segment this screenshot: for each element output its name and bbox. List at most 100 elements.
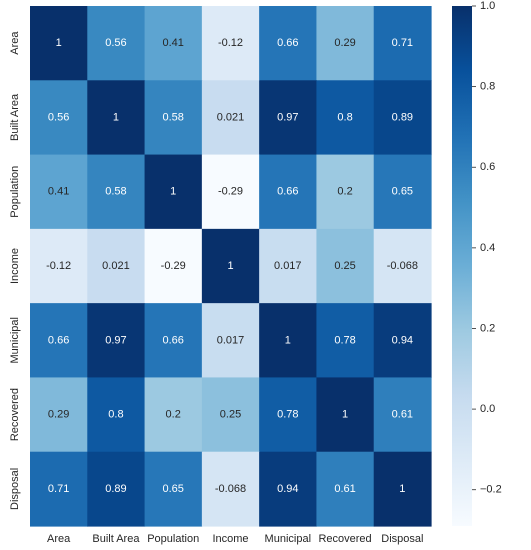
x-axis-ticks: Area Built Area Population Income Municipal R… <box>47 533 423 545</box>
heatmap-cell <box>144 451 203 527</box>
heatmap-cell-label: 0.021 <box>217 111 245 123</box>
heatmap-cell-label: -0.12 <box>218 37 243 49</box>
heatmap-cell-label: 0.29 <box>48 409 69 421</box>
heatmap-cell <box>144 377 203 453</box>
heatmap-cell <box>373 6 432 81</box>
heatmap-cell-label: 1 <box>399 483 405 495</box>
heatmap-cell-label: 0.97 <box>105 334 126 346</box>
heatmap-cell <box>259 80 318 156</box>
heatmap-cell-label: 0.58 <box>105 186 126 198</box>
heatmap-cell <box>87 6 146 81</box>
heatmap-cell <box>87 154 146 230</box>
y-tick-label: Disposal <box>9 468 21 510</box>
heatmap-cell <box>259 451 318 527</box>
x-tick-label: Disposal <box>381 533 423 545</box>
heatmap-cell-labels: 1 0.56 0.41 -0.12 0.66 0.29 0.71 0.56 1 0.58 0.021… <box>46 37 418 495</box>
y-tick-label: Population <box>9 166 21 218</box>
heatmap-cell <box>30 80 88 156</box>
heatmap-cell-label: 0.66 <box>48 334 69 346</box>
heatmap-cell <box>144 228 203 304</box>
heatmap-cell <box>144 303 203 379</box>
heatmap-cell <box>144 80 203 156</box>
heatmap-cell-label: 0.94 <box>277 483 298 495</box>
y-tick-label: Income <box>9 248 21 284</box>
y-axis-ticks: Area Built Area Population Income Municipal R… <box>9 31 21 510</box>
heatmap-cell-label: 0.65 <box>392 186 413 198</box>
heatmap-cell <box>316 377 375 453</box>
heatmap-cell <box>373 80 432 156</box>
heatmap-cell <box>259 6 318 81</box>
x-tick-label: Income <box>212 533 248 545</box>
heatmap-cell <box>201 451 260 527</box>
heatmap-cell <box>30 228 88 304</box>
heatmap-cell-label: 1 <box>56 37 62 49</box>
heatmap-cell <box>373 451 432 527</box>
heatmap-cell <box>87 228 146 304</box>
heatmap-cell <box>201 228 260 304</box>
x-tick-label: Built Area <box>92 533 140 545</box>
colorbar-tick-label: −0.2 <box>480 484 502 496</box>
colorbar-ticks: −0.2 0.0 0.2 0.4 0.6 0.8 1.0 <box>472 0 502 496</box>
heatmap-cell <box>201 6 260 81</box>
x-tick-label: Municipal <box>265 533 311 545</box>
heatmap-cell-label: 1 <box>285 334 291 346</box>
heatmap-cell-label: 1 <box>170 186 176 198</box>
x-tick-label: Recovered <box>318 533 371 545</box>
heatmap-cell <box>87 80 146 156</box>
heatmap-cell-label: 0.25 <box>220 409 241 421</box>
heatmap-cell-label: 0.41 <box>48 186 69 198</box>
heatmap-cell-label: 0.8 <box>337 111 352 123</box>
heatmap-cell <box>201 303 260 379</box>
heatmap-cell-label: 0.29 <box>334 37 355 49</box>
colorbar-tick-label: 0.0 <box>480 403 495 415</box>
heatmap-cell <box>373 303 432 379</box>
heatmap-cell-label: 0.97 <box>277 111 298 123</box>
heatmap-cell-label: 0.78 <box>334 334 355 346</box>
heatmap-cell <box>201 377 260 453</box>
heatmap-cell-label: 0.66 <box>277 37 298 49</box>
colorbar-tick-label: 0.8 <box>480 81 495 93</box>
heatmap-cell <box>87 303 146 379</box>
heatmap-cell <box>373 228 432 304</box>
heatmap-cell-label: -0.068 <box>387 260 418 272</box>
heatmap-cell <box>316 228 375 304</box>
heatmap-cell-label: 0.66 <box>162 334 183 346</box>
heatmap-cell-label: 0.65 <box>162 483 183 495</box>
heatmap-cell <box>259 154 318 230</box>
heatmap-cell <box>316 154 375 230</box>
heatmap-cell-label: 0.2 <box>337 186 352 198</box>
heatmap-cell <box>373 154 432 230</box>
heatmap-cell-label: 0.78 <box>277 409 298 421</box>
heatmap-cell-label: 0.58 <box>162 111 183 123</box>
heatmap-cell-label: 1 <box>227 260 233 272</box>
heatmap-cell <box>30 377 88 453</box>
heatmap-cell <box>30 154 88 230</box>
heatmap-cell-label: 0.56 <box>105 37 126 49</box>
heatmap-cell-label: 0.66 <box>277 186 298 198</box>
heatmap-cell <box>87 451 146 527</box>
heatmap-cell <box>201 80 260 156</box>
heatmap-cells <box>30 6 432 527</box>
heatmap-cell-label: 0.89 <box>392 111 413 123</box>
heatmap-cell <box>373 377 432 453</box>
heatmap-cell-label: 1 <box>113 111 119 123</box>
heatmap-cell <box>316 6 375 81</box>
heatmap-cell-label: 0.89 <box>105 483 126 495</box>
heatmap-cell-label: 0.2 <box>166 409 181 421</box>
colorbar-tick-label: 0.2 <box>480 322 495 334</box>
heatmap-cell <box>316 303 375 379</box>
heatmap-cell-label: 0.71 <box>392 37 413 49</box>
colorbar-tick-label: 1.0 <box>480 0 495 12</box>
heatmap-cell <box>259 228 318 304</box>
heatmap-cell-label: -0.12 <box>46 260 71 272</box>
heatmap-cell-label: 0.94 <box>392 334 413 346</box>
y-tick-label: Area <box>9 31 21 55</box>
heatmap-cell-label: 0.56 <box>48 111 69 123</box>
colorbar-tick-label: 0.4 <box>480 242 495 254</box>
heatmap-cell <box>316 80 375 156</box>
heatmap-cell <box>259 377 318 453</box>
heatmap-cell-label: 0.021 <box>102 260 130 272</box>
heatmap-cell-label: 0.8 <box>108 409 123 421</box>
heatmap-cell <box>201 154 260 230</box>
